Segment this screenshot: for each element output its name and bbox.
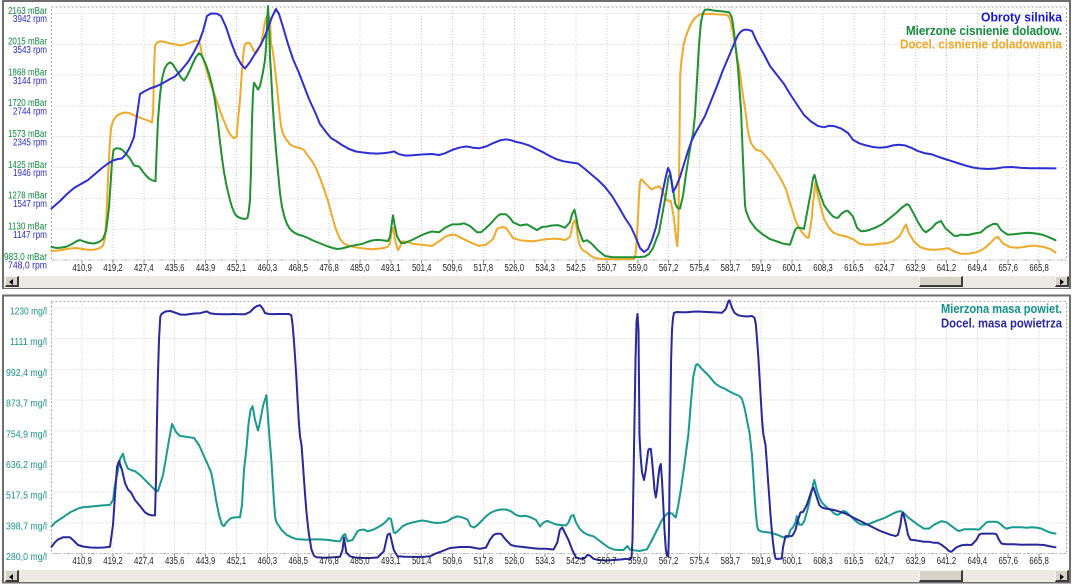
svg-text:559,0: 559,0 — [628, 556, 648, 567]
svg-text:600,1: 600,1 — [782, 263, 802, 274]
svg-text:649,4: 649,4 — [968, 263, 988, 274]
svg-text:517,8: 517,8 — [474, 556, 494, 567]
svg-text:632,9: 632,9 — [906, 556, 926, 567]
svg-text:550,7: 550,7 — [597, 556, 617, 567]
svg-text:452,1: 452,1 — [227, 556, 247, 567]
svg-text:526,0: 526,0 — [505, 263, 525, 274]
svg-text:1573 mBar: 1573 mBar — [8, 129, 48, 140]
svg-text:754,9 mg/l: 754,9 mg/l — [6, 429, 47, 440]
svg-text:983,0 mBar: 983,0 mBar — [4, 252, 48, 263]
svg-text:460,3: 460,3 — [258, 556, 278, 567]
svg-text:476,8: 476,8 — [319, 263, 339, 274]
svg-text:1720 mBar: 1720 mBar — [8, 98, 48, 109]
svg-text:657,6: 657,6 — [998, 263, 1018, 274]
svg-text:509,6: 509,6 — [443, 556, 463, 567]
svg-text:443,9: 443,9 — [196, 556, 216, 567]
svg-text:567,2: 567,2 — [659, 263, 679, 274]
svg-text:542,5: 542,5 — [566, 263, 586, 274]
svg-text:1425 mBar: 1425 mBar — [8, 160, 48, 171]
svg-text:427,4: 427,4 — [134, 556, 154, 567]
svg-text:608,3: 608,3 — [813, 263, 833, 274]
svg-text:476,8: 476,8 — [319, 556, 339, 567]
svg-text:1868 mBar: 1868 mBar — [8, 67, 48, 78]
svg-text:665,8: 665,8 — [1029, 263, 1049, 274]
svg-text:748,0 rpm: 748,0 rpm — [8, 261, 47, 272]
svg-text:1130 mBar: 1130 mBar — [8, 221, 48, 232]
svg-text:1111 mg/l: 1111 mg/l — [10, 337, 47, 348]
svg-text:485,0: 485,0 — [350, 263, 370, 274]
svg-text:2744 rpm: 2744 rpm — [13, 107, 47, 118]
svg-text:575,4: 575,4 — [690, 556, 710, 567]
svg-text:1547 rpm: 1547 rpm — [13, 199, 47, 210]
svg-text:583,7: 583,7 — [721, 263, 741, 274]
svg-text:567,2: 567,2 — [659, 556, 679, 567]
svg-text:873,7 mg/l: 873,7 mg/l — [6, 399, 47, 410]
svg-text:Mierzone cisnienie doladow.: Mierzone cisnienie doladow. — [906, 24, 1062, 38]
svg-text:398,7 mg/l: 398,7 mg/l — [6, 521, 47, 532]
svg-text:591,9: 591,9 — [751, 263, 771, 274]
svg-text:Mierzona masa powiet.: Mierzona masa powiet. — [941, 302, 1062, 316]
svg-text:493,1: 493,1 — [381, 556, 401, 567]
svg-text:3942 rpm: 3942 rpm — [13, 14, 47, 25]
svg-text:2345 rpm: 2345 rpm — [13, 137, 47, 148]
svg-text:583,7: 583,7 — [721, 556, 741, 567]
svg-text:410,9: 410,9 — [72, 263, 92, 274]
svg-text:1278 mBar: 1278 mBar — [8, 191, 48, 202]
svg-text:526,0: 526,0 — [505, 556, 525, 567]
svg-text:591,9: 591,9 — [751, 556, 771, 567]
svg-text:468,5: 468,5 — [288, 263, 308, 274]
svg-text:616,5: 616,5 — [844, 263, 864, 274]
svg-text:559,0: 559,0 — [628, 263, 648, 274]
svg-text:608,3: 608,3 — [813, 556, 833, 567]
svg-text:1946 rpm: 1946 rpm — [13, 168, 47, 179]
svg-text:550,7: 550,7 — [597, 263, 617, 274]
svg-text:280,0 mg/l: 280,0 mg/l — [6, 552, 47, 563]
svg-text:427,4: 427,4 — [134, 263, 154, 274]
svg-text:1230 mg/l: 1230 mg/l — [10, 307, 47, 318]
svg-text:641,2: 641,2 — [937, 263, 957, 274]
svg-text:575,4: 575,4 — [690, 263, 710, 274]
svg-text:410,9: 410,9 — [72, 556, 92, 567]
svg-text:657,6: 657,6 — [998, 556, 1018, 567]
svg-text:485,0: 485,0 — [350, 556, 370, 567]
svg-text:Docel. masa powietrza: Docel. masa powietrza — [941, 316, 1063, 330]
svg-text:600,1: 600,1 — [782, 556, 802, 567]
svg-text:419,2: 419,2 — [103, 263, 123, 274]
svg-text:460,3: 460,3 — [258, 263, 278, 274]
svg-text:624,7: 624,7 — [875, 556, 895, 567]
svg-text:542,5: 542,5 — [566, 556, 586, 567]
svg-text:3543 rpm: 3543 rpm — [13, 45, 47, 56]
svg-text:2163 mBar: 2163 mBar — [8, 6, 48, 17]
svg-text:452,1: 452,1 — [227, 263, 247, 274]
svg-text:468,5: 468,5 — [288, 556, 308, 567]
svg-text:517,5 mg/l: 517,5 mg/l — [6, 491, 47, 502]
svg-text:624,7: 624,7 — [875, 263, 895, 274]
svg-text:501,4: 501,4 — [412, 556, 432, 567]
svg-text:616,5: 616,5 — [844, 556, 864, 567]
svg-text:2015 mBar: 2015 mBar — [8, 37, 48, 48]
svg-text:992,4 mg/l: 992,4 mg/l — [6, 368, 47, 379]
svg-text:649,4: 649,4 — [968, 556, 988, 567]
svg-text:Obroty silnika: Obroty silnika — [981, 11, 1063, 25]
svg-text:501,4: 501,4 — [412, 263, 432, 274]
svg-text:641,2: 641,2 — [937, 556, 957, 567]
svg-text:517,8: 517,8 — [474, 263, 494, 274]
svg-text:3144 rpm: 3144 rpm — [13, 76, 47, 87]
svg-text:1147 rpm: 1147 rpm — [13, 230, 47, 241]
svg-text:665,8: 665,8 — [1029, 556, 1049, 567]
svg-text:632,9: 632,9 — [906, 263, 926, 274]
svg-text:534,3: 534,3 — [535, 556, 555, 567]
svg-text:435,6: 435,6 — [165, 556, 185, 567]
svg-text:419,2: 419,2 — [103, 556, 123, 567]
svg-text:Docel. cisnienie doladowania: Docel. cisnienie doladowania — [900, 38, 1063, 52]
svg-text:443,9: 443,9 — [196, 263, 216, 274]
svg-text:636,2 mg/l: 636,2 mg/l — [6, 460, 47, 471]
svg-text:435,6: 435,6 — [165, 263, 185, 274]
svg-text:534,3: 534,3 — [535, 263, 555, 274]
svg-text:509,6: 509,6 — [443, 263, 463, 274]
svg-text:493,1: 493,1 — [381, 263, 401, 274]
